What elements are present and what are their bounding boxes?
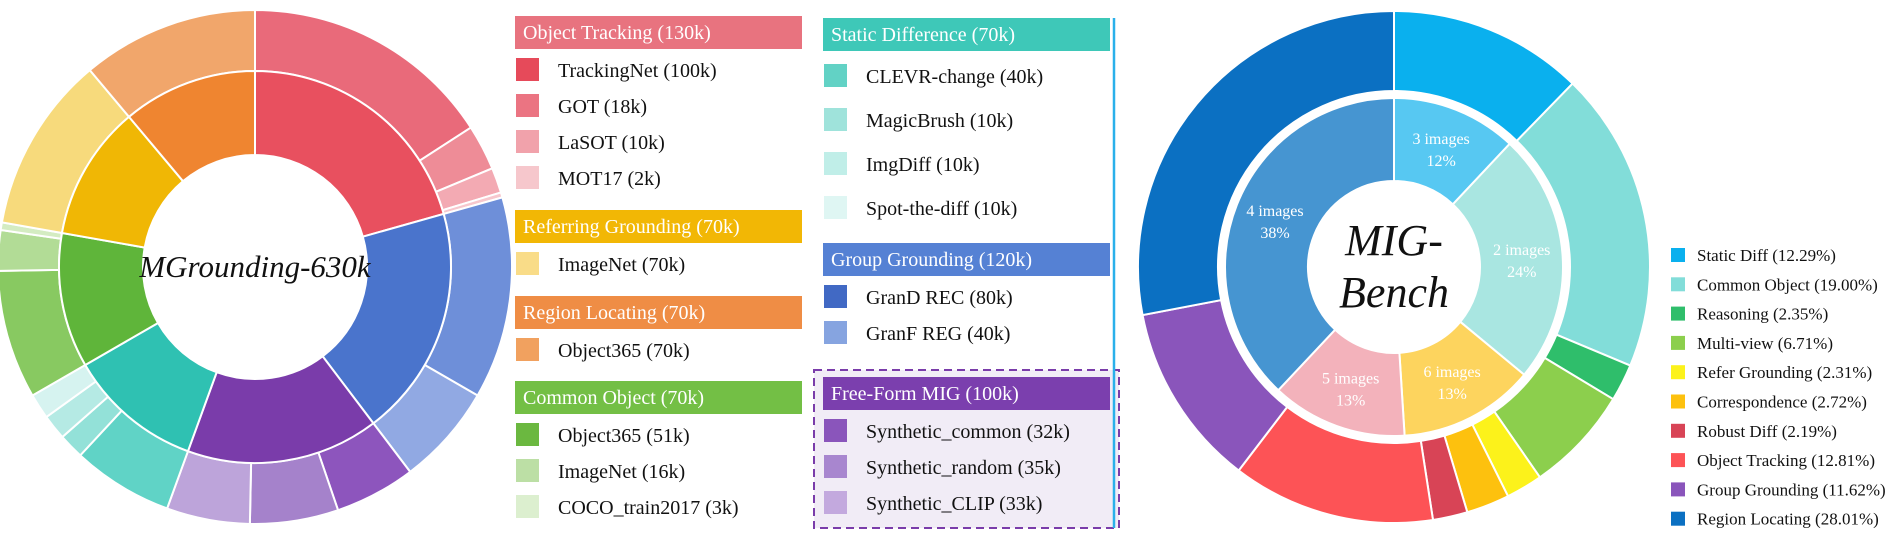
legend-swatch-synthetic-clip-33k bbox=[824, 491, 847, 514]
inner-slice-percent: 24% bbox=[1507, 264, 1536, 281]
legend-item-label: Refer Grounding (2.31%) bbox=[1697, 363, 1872, 382]
legend-swatch-trackingnet-100k bbox=[516, 58, 539, 81]
legend-group-region-locating-70k: Region Locating (70k) Object365 (70k) bbox=[515, 296, 802, 362]
legend-item-label: Group Grounding (11.62%) bbox=[1697, 480, 1886, 499]
legend-header-text: Static Difference (70k) bbox=[831, 24, 1015, 46]
legend-item-label: COCO_train2017 (3k) bbox=[558, 497, 739, 519]
legend-header-text: Group Grounding (120k) bbox=[831, 249, 1032, 271]
legend-swatch-imagenet-70k bbox=[516, 252, 539, 275]
legend-swatch-spot-the-diff-10k bbox=[824, 196, 847, 219]
legend-item-label: TrackingNet (100k) bbox=[558, 60, 717, 82]
legend-item-label: MagicBrush (10k) bbox=[866, 110, 1013, 132]
legend-item-label: Synthetic_CLIP (33k) bbox=[866, 493, 1042, 515]
legend-header-bar bbox=[515, 381, 802, 414]
inner-slice-label: 3 images bbox=[1412, 131, 1469, 148]
legend-group-free-form-mig-100k: Free-Form MIG (100k) Synthetic_common (32… bbox=[813, 369, 1120, 529]
legend-swatch-static-diff-12-29 bbox=[1671, 248, 1685, 262]
legend-swatch-multi-view-6-71 bbox=[1671, 335, 1685, 350]
legend-header-text: Object Tracking (130k) bbox=[523, 22, 711, 44]
mgrounding-legend: Object Tracking (130k) TrackingNet (100k)… bbox=[515, 16, 1120, 529]
legend-header-bar bbox=[515, 210, 802, 243]
legend-header-bar bbox=[515, 16, 802, 49]
legend-group-common-object-70k: Common Object (70k) Object365 (51k) ImageN… bbox=[515, 381, 802, 519]
inner-slice-label: 6 images bbox=[1423, 364, 1480, 381]
mgrounding-donut-chart: MGrounding-630k bbox=[0, 8, 513, 525]
legend-group-object-tracking-130k: Object Tracking (130k) TrackingNet (100k)… bbox=[515, 16, 802, 190]
legend-swatch-common-object-19-00 bbox=[1671, 277, 1685, 292]
legend-header-bar bbox=[823, 243, 1110, 276]
inner-slice-label: 4 images bbox=[1246, 203, 1303, 220]
legend-header-text: Referring Grounding (70k) bbox=[523, 216, 740, 238]
legend-swatch-object-tracking-12-81 bbox=[1671, 453, 1685, 468]
legend-item-label: Static Diff (12.29%) bbox=[1697, 246, 1836, 265]
legend-swatch-mot17-2k bbox=[516, 166, 539, 189]
legend-swatch-synthetic-random-35k bbox=[824, 455, 847, 478]
legend-header-text: Free-Form MIG (100k) bbox=[831, 383, 1019, 405]
legend-item-label: ImgDiff (10k) bbox=[866, 154, 980, 176]
legend-swatch-robust-diff-2-19 bbox=[1671, 423, 1685, 438]
legend-swatch-synthetic-common-32k bbox=[824, 419, 847, 442]
donut-hole bbox=[1308, 181, 1480, 353]
chart-title: MGrounding-630k bbox=[138, 249, 372, 284]
legend-swatch-object365-51k bbox=[516, 423, 539, 446]
inner-slice-percent: 13% bbox=[1336, 392, 1365, 409]
legend-item-label: MOT17 (2k) bbox=[558, 168, 661, 190]
legend-swatch-got-18k bbox=[516, 94, 539, 117]
inner-slice-percent: 13% bbox=[1437, 386, 1466, 403]
legend-item-label: Reasoning (2.35%) bbox=[1697, 305, 1828, 324]
inner-slice-label: 5 images bbox=[1322, 370, 1379, 387]
inner-slice-percent: 12% bbox=[1426, 153, 1455, 170]
legend-swatch-imgdiff-10k bbox=[824, 152, 847, 175]
legend-item-label: Common Object (19.00%) bbox=[1697, 275, 1878, 294]
legend-header-bar bbox=[823, 18, 1110, 51]
legend-header-bar bbox=[823, 377, 1110, 410]
legend-item-label: ImageNet (70k) bbox=[558, 254, 685, 276]
legend-swatch-reasoning-2-35 bbox=[1671, 306, 1685, 321]
legend-swatch-granf-reg-40k bbox=[824, 321, 847, 344]
mig-bench-donut-chart: 3 images 12% 2 images 24% 6 images 13% 5 image… bbox=[1137, 9, 1651, 524]
inner-slice-percent: 38% bbox=[1260, 225, 1289, 242]
legend-item-label: Spot-the-diff (10k) bbox=[866, 198, 1017, 220]
legend-item-label: GranF REG (40k) bbox=[866, 323, 1010, 345]
legend-swatch-object365-70k bbox=[516, 338, 539, 361]
legend-item-label: Synthetic_random (35k) bbox=[866, 457, 1061, 479]
chart-title-line: Bench bbox=[1339, 268, 1449, 317]
legend-item-label: CLEVR-change (40k) bbox=[866, 66, 1043, 88]
mig-bench-legend: Static Diff (12.29%) Common Object (19.00… bbox=[1671, 246, 1886, 529]
legend-item-label: Region Locating (28.01%) bbox=[1697, 510, 1879, 529]
legend-header-text: Region Locating (70k) bbox=[523, 302, 705, 324]
legend-item-label: Correspondence (2.72%) bbox=[1697, 393, 1867, 412]
legend-swatch-imagenet-16k bbox=[516, 459, 539, 482]
legend-item-label: Object365 (70k) bbox=[558, 340, 690, 362]
legend-item-label: GranD REC (80k) bbox=[866, 287, 1013, 309]
legend-item-label: LaSOT (10k) bbox=[558, 132, 665, 154]
legend-item-label: Multi-view (6.71%) bbox=[1697, 334, 1833, 353]
legend-swatch-group-grounding-11-62 bbox=[1671, 482, 1685, 497]
legend-swatch-correspondence-2-72 bbox=[1671, 394, 1685, 409]
legend-item-label: Synthetic_common (32k) bbox=[866, 421, 1070, 443]
legend-item-label: GOT (18k) bbox=[558, 96, 647, 118]
legend-header-bar bbox=[515, 296, 802, 329]
legend-swatch-coco-train2017-3k bbox=[516, 495, 539, 518]
legend-item-label: ImageNet (16k) bbox=[558, 461, 685, 483]
legend-swatch-refer-grounding-2-31 bbox=[1671, 365, 1685, 380]
legend-group-group-grounding-120k: Group Grounding (120k) GranD REC (80k) Gra… bbox=[823, 243, 1110, 345]
legend-swatch-clevr-change-40k bbox=[824, 64, 847, 87]
legend-header-text: Common Object (70k) bbox=[523, 387, 704, 409]
legend-item-label: Object Tracking (12.81%) bbox=[1697, 451, 1875, 470]
legend-group-static-difference-70k: Static Difference (70k) CLEVR-change (40k… bbox=[823, 18, 1110, 220]
legend-group-referring-grounding-70k: Referring Grounding (70k) ImageNet (70k) bbox=[515, 210, 802, 276]
legend-swatch-grand-rec-80k bbox=[824, 285, 847, 308]
inner-slice-label: 2 images bbox=[1493, 242, 1550, 259]
legend-swatch-magicbrush-10k bbox=[824, 108, 847, 131]
donut-hole bbox=[143, 155, 367, 379]
legend-item-label: Robust Diff (2.19%) bbox=[1697, 422, 1837, 441]
legend-item-label: Object365 (51k) bbox=[558, 425, 690, 447]
legend-swatch-lasot-10k bbox=[516, 130, 539, 153]
legend-swatch-region-locating-28-01 bbox=[1671, 511, 1685, 526]
chart-title-line: MIG- bbox=[1344, 216, 1443, 265]
